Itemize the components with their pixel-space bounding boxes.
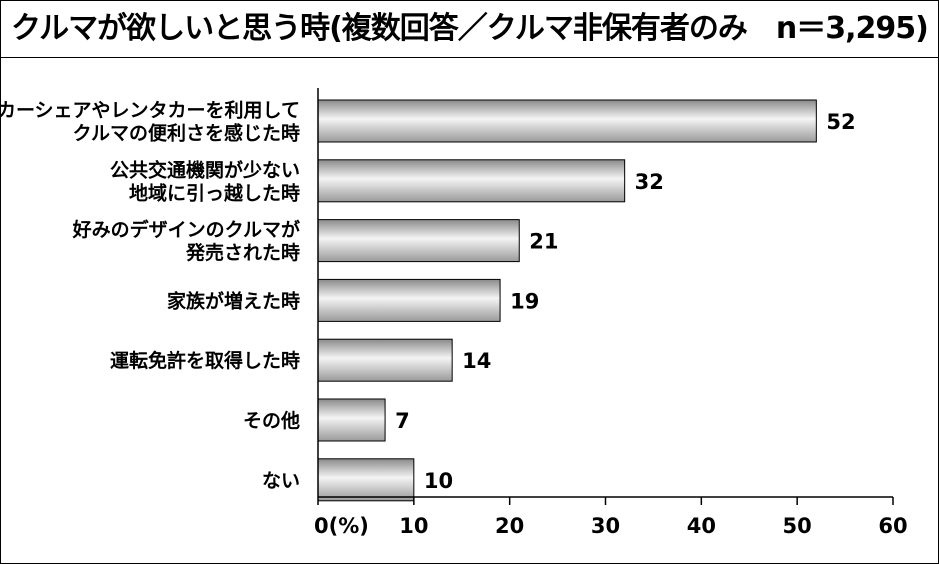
x-tick-label-6: 60 <box>878 514 907 538</box>
bar-6 <box>317 458 415 502</box>
category-label-5-0: その他 <box>243 409 300 432</box>
title-divider <box>1 57 938 58</box>
x-tick-label-3: 30 <box>591 514 620 538</box>
bar-5 <box>317 398 386 442</box>
category-label-6-0: ない <box>262 470 300 492</box>
category-label-2-0: 好みのデザインのクルマが <box>72 218 300 241</box>
x-tick-label-4: 40 <box>687 514 716 538</box>
category-label-4-0: 運転免許を取得した時 <box>110 349 300 372</box>
value-label-0: 52 <box>826 110 855 134</box>
x-tick-label-5: 50 <box>783 514 812 538</box>
bar-0 <box>317 99 817 143</box>
x-tick-label-1: 10 <box>399 514 428 538</box>
bar-1 <box>317 159 626 203</box>
category-label-1-0: 公共交通機関が少ない <box>110 158 300 181</box>
bar-4 <box>317 338 453 382</box>
category-label-0-0: カーシェアやレンタカーを利用して <box>0 100 300 122</box>
value-label-5: 7 <box>395 409 410 433</box>
bar-3 <box>317 278 501 322</box>
category-label-2-1: 発売された時 <box>185 241 300 264</box>
value-label-4: 14 <box>462 349 491 373</box>
bars-group <box>317 99 817 502</box>
x-axis: 0(%) 10 20 30 40 50 60 <box>314 88 908 538</box>
x-tick-label-0: 0(%) <box>314 514 369 538</box>
value-label-3: 19 <box>510 289 539 313</box>
value-label-2: 21 <box>529 230 558 254</box>
value-label-6: 10 <box>424 469 453 493</box>
category-label-3-0: 家族が増えた時 <box>167 289 300 312</box>
bar-2 <box>317 219 520 263</box>
value-labels-group: 52 32 21 19 14 7 10 <box>395 110 855 493</box>
category-labels-group: カーシェアやレンタカーを利用してクルマの便利さを感じた時公共交通機関が少ない地域… <box>0 100 300 492</box>
value-label-1: 32 <box>635 170 664 194</box>
category-label-1-1: 地域に引っ越した時 <box>129 181 300 204</box>
category-label-0-1: クルマの便利さを感じた時 <box>73 122 300 145</box>
chart-title: クルマが欲しいと思う時(複数回答／クルマ非保有者のみ n＝3,295) <box>11 11 929 46</box>
x-tick-label-2: 20 <box>495 514 524 538</box>
